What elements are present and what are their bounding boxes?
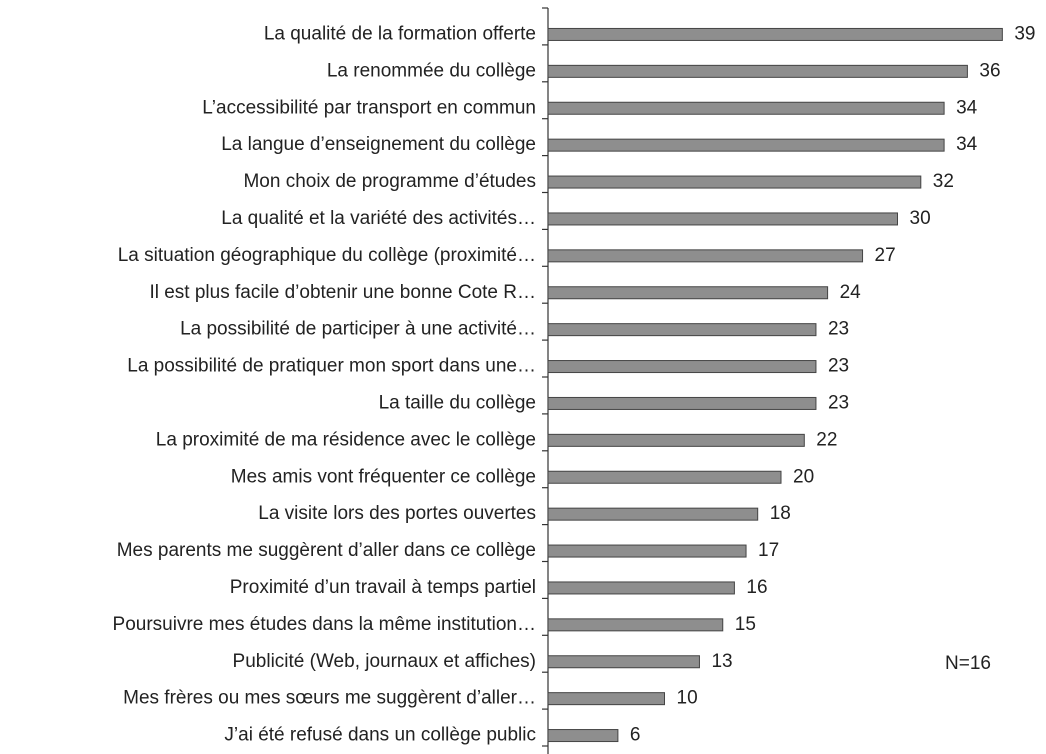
value-label: 36 bbox=[979, 60, 1000, 81]
value-label: 17 bbox=[758, 540, 779, 561]
value-label: 39 bbox=[1014, 23, 1035, 44]
bar bbox=[547, 323, 817, 337]
y-tick-label: Proximité d’un travail à temps partiel bbox=[230, 577, 536, 598]
bar bbox=[547, 212, 898, 226]
value-label: 34 bbox=[956, 134, 978, 155]
y-tick-label: La langue d’enseignement du collège bbox=[221, 134, 536, 155]
y-tick-label: Mes amis vont fréquenter ce collège bbox=[231, 466, 536, 487]
bar bbox=[547, 507, 759, 521]
bar bbox=[547, 618, 724, 632]
bar bbox=[547, 692, 665, 706]
value-label: 27 bbox=[875, 245, 896, 266]
bar bbox=[547, 544, 747, 558]
value-label: 23 bbox=[828, 392, 849, 413]
y-tick-label: La proximité de ma résidence avec le col… bbox=[156, 429, 536, 450]
annotation: N=16 bbox=[945, 653, 991, 674]
y-tick-label: La qualité de la formation offerte bbox=[264, 23, 536, 44]
y-tick-label: Poursuivre mes études dans la même insti… bbox=[113, 614, 536, 635]
y-tick-label: La visite lors des portes ouvertes bbox=[258, 503, 536, 524]
value-label: 23 bbox=[828, 319, 849, 340]
bar bbox=[547, 101, 945, 115]
bar bbox=[547, 27, 1003, 41]
bar bbox=[547, 249, 864, 263]
y-tick-label: Publicité (Web, journaux et affiches) bbox=[233, 651, 536, 672]
bar bbox=[547, 470, 782, 484]
y-tick-label: La taille du collège bbox=[379, 392, 536, 413]
bar bbox=[547, 286, 829, 300]
y-tick-label: J’ai été refusé dans un collège public bbox=[224, 725, 536, 746]
y-tick-label: Mes parents me suggèrent d’aller dans ce… bbox=[117, 540, 536, 561]
bar bbox=[547, 655, 700, 669]
bar bbox=[547, 396, 817, 410]
bar bbox=[547, 64, 968, 78]
y-tick-label: La situation géographique du collège (pr… bbox=[118, 245, 536, 266]
bar bbox=[547, 138, 945, 152]
y-tick-label: L’accessibilité par transport en commun bbox=[202, 97, 536, 118]
y-tick-label: Il est plus facile d’obtenir une bonne C… bbox=[149, 282, 536, 303]
y-tick-label: La possibilité de pratiquer mon sport da… bbox=[127, 356, 536, 377]
y-tick-label: La renommée du collège bbox=[327, 60, 536, 81]
value-label: 22 bbox=[816, 429, 837, 450]
value-label: 16 bbox=[746, 577, 767, 598]
y-tick-label: Mes frères ou mes sœurs me suggèrent d’a… bbox=[123, 688, 536, 709]
bar bbox=[547, 433, 805, 447]
value-label: 10 bbox=[677, 688, 698, 709]
y-tick-label: Mon choix de programme d’études bbox=[243, 171, 536, 192]
value-label: 18 bbox=[770, 503, 791, 524]
value-label: 20 bbox=[793, 466, 814, 487]
value-label: 15 bbox=[735, 614, 756, 635]
value-label: 34 bbox=[956, 97, 978, 118]
value-label: 32 bbox=[933, 171, 954, 192]
value-label: 30 bbox=[910, 208, 931, 229]
y-tick-label: La possibilité de participer à une activ… bbox=[180, 319, 536, 340]
bar bbox=[547, 360, 817, 374]
value-label: 23 bbox=[828, 356, 849, 377]
value-label: 13 bbox=[711, 651, 732, 672]
bar bbox=[547, 729, 619, 743]
bar bbox=[547, 175, 922, 189]
value-label: 6 bbox=[630, 725, 641, 746]
value-label: 24 bbox=[840, 282, 862, 303]
bar bbox=[547, 581, 735, 595]
y-tick-label: La qualité et la variété des activités… bbox=[221, 208, 536, 229]
